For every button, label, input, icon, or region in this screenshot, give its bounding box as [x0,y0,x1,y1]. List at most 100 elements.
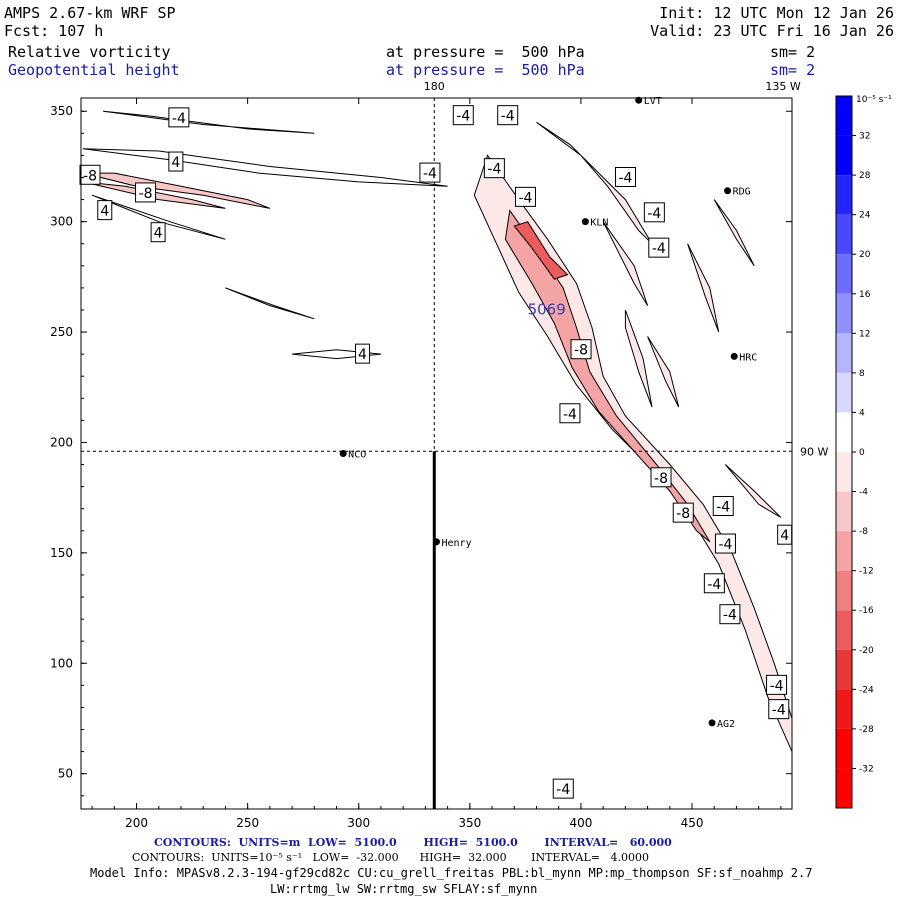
contour-label-box [719,604,741,625]
height-contours-info: CONTOURS: UNITS=m LOW= 5100.0 HIGH= 5100… [154,836,672,849]
colorbar-segment-positive [836,214,852,255]
colorbar-tick-label: -16 [859,606,874,616]
contour-label-box [552,778,574,799]
contour-label-text: -4 [716,499,730,515]
contour-label: -4 [712,495,734,516]
station-markers: LVT RDG KLN HRC NCO Henry AG2 5069 [339,96,757,730]
colorbar-segment-positive [836,372,852,413]
x-tick-label: 450 [681,816,704,830]
init-time: Init: 12 UTC Mon 12 Jan 26 [659,4,894,22]
contour-label-box [614,166,636,187]
forecast-hour: Fcst: 107 h [4,22,104,40]
contour-label: 4 [168,151,184,172]
vorticity-filament [647,336,680,408]
contour-label: -4 [419,162,441,183]
contour-label-text: -4 [487,162,501,178]
colorbar-tick-label: 4 [859,408,865,418]
colorbar: 32 28 24 20 16 12 8 4 0 -4 -8 -12 -16 -20 -24 -28 -32 10⁻… [835,95,892,809]
x-tick-label: 400 [569,816,592,830]
contour-label-box [570,339,592,360]
vorticity-filament [687,243,720,333]
contour-label-box [559,403,581,424]
contour-label: -4 [514,186,536,207]
contour-label: -4 [614,166,636,187]
contour-label-box [703,573,725,594]
y-tick-label: 300 [50,215,73,229]
vorticity-filament [713,199,755,267]
vorticity-streak [292,349,382,360]
station-label: Henry [442,538,472,549]
contour-label-box [150,222,166,243]
plot-frame [80,97,793,810]
station-label: RDG [733,187,751,198]
contour-label-box [452,105,474,126]
contour-label-box [419,162,441,183]
contour-label: -8 [570,339,592,360]
contour-label-text: 4 [154,226,163,242]
colorbar-unit-label: 10⁻⁵ s⁻¹ [856,95,892,105]
model-info-2: LW:rrtmg_lw SW:rrtmg_sw SFLAY:sf_mynn [270,882,538,896]
contour-label-box [766,674,788,695]
contour-label: -4 [452,105,474,126]
field1-level: at pressure = 500 hPa [386,43,585,61]
colorbar-tick-label: 0 [859,448,865,458]
colorbar-segment-negative [836,768,852,808]
colorbar-segment-negative [836,531,852,571]
colorbar-tick-label: 28 [859,171,871,181]
colorbar-tick-label: 8 [859,369,865,379]
colorbar-tick-label: 32 [859,132,870,142]
contour-label: 4 [777,524,793,545]
contour-label-box [648,237,670,258]
colorbar-segment-positive [836,293,852,334]
colorbar-tick-label: 24 [859,211,871,221]
field1-smoothing: sm= 2 [770,43,816,61]
contour-label-text: 4 [100,204,109,220]
grid-ref-label: 90 W [800,445,828,458]
station-label: LVT [644,96,662,107]
x-tick-label: 350 [458,816,481,830]
contour-label-text: -4 [172,111,186,127]
colorbar-segment-negative [836,570,852,611]
contour-labels: -4 -4 -44 -4-4-8-8 -4-444-4-44 -8-4-8-8 -4-44-… [79,105,793,799]
contour-label-box [514,186,536,207]
reference-lines: 180 135 W 90 W [81,80,828,809]
contour-label-box [643,202,665,223]
station-label: AG2 [717,719,735,730]
station-marker [581,218,589,226]
contour-label: -8 [135,182,157,203]
vorticity-contours [83,110,782,518]
contour-label-text: -4 [501,109,515,125]
contour-label-text: -4 [556,782,570,798]
field2-level: at pressure = 500 hPa [386,61,585,79]
contour-label: -8 [672,502,694,523]
station-marker [730,352,738,360]
vorticity-fills [473,154,792,752]
contour-label-text: -4 [772,703,786,719]
field2-name: Geopotential height [8,61,180,79]
station-label: NCO [348,450,366,461]
grid-ref-label: 180 [424,80,445,93]
station-marker [339,450,347,457]
colorbar-segment-negative [836,728,852,769]
contour-label-text: -4 [456,109,470,125]
y-tick-label: 50 [58,767,73,781]
x-tick-label: 250 [236,816,259,830]
contour-label-box [714,533,736,554]
contour-label-text: -8 [574,343,588,359]
contour-label: -4 [552,778,574,799]
contour-label-box [97,200,113,221]
contour-label-box [768,699,790,720]
contour-label: -4 [648,237,670,258]
contour-label-text: -8 [139,186,153,202]
grid-ref-label: 135 W [765,80,800,93]
contour-label-text: -4 [519,190,533,206]
contour-label-text: -4 [723,608,737,624]
valid-time: Valid: 23 UTC Fri 16 Jan 26 [650,22,894,40]
shear-band-inner [504,209,711,543]
contour-label-box [135,182,157,203]
contour-label: -4 [703,573,725,594]
contour-label: -4 [766,674,788,695]
contour-label: -4 [559,403,581,424]
colorbar-segment-negative [836,452,852,492]
